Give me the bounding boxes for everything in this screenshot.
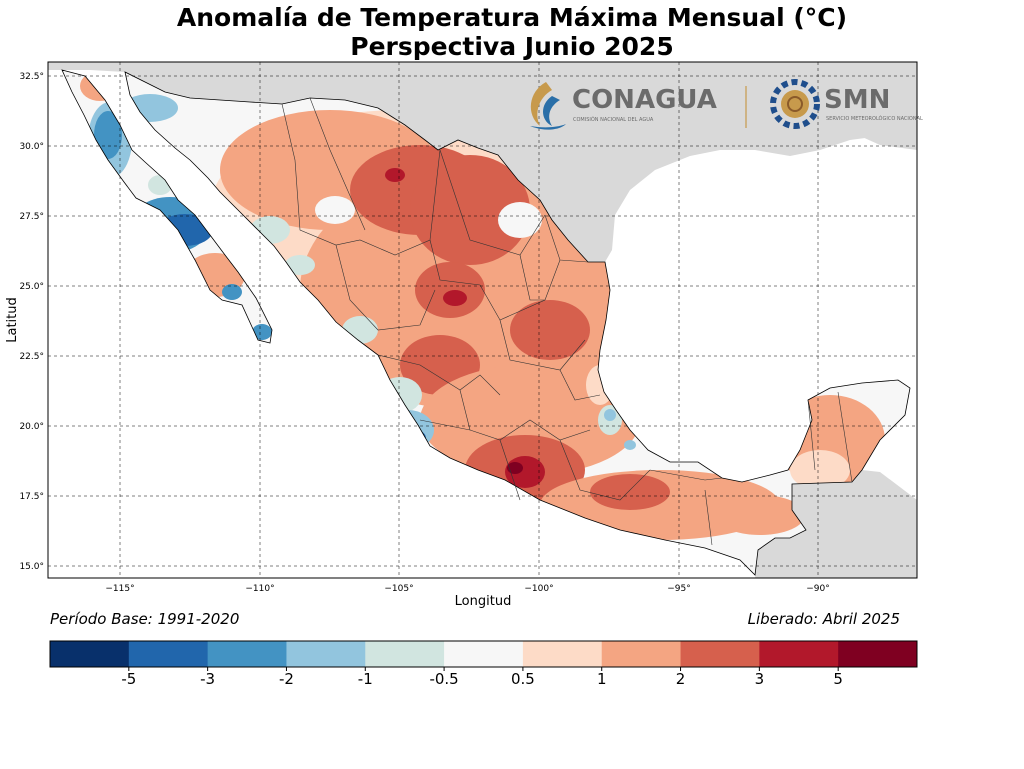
y-tick-label: 17.5°	[19, 492, 44, 502]
smn-logo-subtext: SERVICIO METEOROLÓGICO NACIONAL	[826, 115, 923, 122]
colorbar-swatch	[207, 641, 287, 667]
colorbar-swatch	[444, 641, 524, 667]
colorbar-swatch	[759, 641, 839, 667]
y-tick-label: 27.5°	[19, 212, 44, 222]
x-tick-labels: −115° −110° −105° −100° −95° −90°	[105, 584, 829, 594]
colorbar	[49, 640, 918, 668]
colorbar-frame	[49, 640, 918, 668]
x-axis-label: Longitud	[455, 594, 512, 609]
x-tick-label: −115°	[105, 584, 134, 594]
colorbar-tick-label: 0.5	[511, 670, 535, 688]
y-tick-label: 25.0°	[19, 282, 44, 292]
conagua-logo: CONAGUA COMISIÓN NACIONAL DEL AGUA	[530, 82, 717, 130]
y-tick-labels: 32.5° 30.0° 27.5° 25.0° 22.5° 20.0° 17.5…	[19, 72, 44, 572]
y-tick-label: 15.0°	[19, 562, 44, 572]
colorbar-swatch	[286, 641, 366, 667]
smn-logo: SMN SERVICIO METEOROLÓGICO NACIONAL	[770, 79, 923, 129]
y-tick-label: 20.0°	[19, 422, 44, 432]
colorbar-tick-label: -3	[200, 670, 215, 688]
y-tick-label: 32.5°	[19, 72, 44, 82]
colorbar-tick-label: -1	[358, 670, 373, 688]
colorbar-swatch	[522, 641, 603, 667]
colorbar-tick-label: -2	[279, 670, 294, 688]
release-date-note: Liberado: Abril 2025	[747, 610, 900, 628]
x-tick-label: −105°	[384, 584, 413, 594]
colorbar-swatch	[601, 641, 682, 667]
y-axis-label: Latitud	[5, 297, 20, 343]
colorbar-swatch	[838, 641, 918, 667]
conagua-logo-subtext: COMISIÓN NACIONAL DEL AGUA	[573, 116, 654, 123]
colorbar-tick-label: 1	[597, 670, 607, 688]
x-tick-label: −100°	[524, 584, 553, 594]
map-title: Anomalía de Temperatura Máxima Mensual (…	[176, 3, 848, 32]
x-tick-label: −90°	[806, 584, 830, 594]
colorbar-tick-label: -0.5	[429, 670, 458, 688]
state-boundaries	[281, 97, 853, 546]
base-period-note: Período Base: 1991-2020	[50, 610, 240, 628]
colorbar-swatch	[50, 641, 130, 667]
colorbar-tick-label: -5	[121, 670, 136, 688]
x-tick-label: −95°	[667, 584, 691, 594]
smn-logo-text: SMN	[824, 85, 890, 115]
y-tick-label: 30.0°	[19, 142, 44, 152]
gridlines	[48, 62, 917, 578]
map-frame	[47, 61, 918, 579]
map-subtitle: Perspectiva Junio 2025	[350, 32, 674, 61]
colorbar-swatch	[128, 641, 209, 667]
colorbar-labels: -5 -3 -2 -1 -0.5 0.5 1 2 3 5	[121, 667, 843, 688]
colorbar-tick-label: 5	[833, 670, 843, 688]
colorbar-swatch	[680, 641, 760, 667]
colorbar-tick-label: 2	[676, 670, 686, 688]
conagua-logo-text: CONAGUA	[572, 85, 717, 115]
colorbar-swatch	[365, 641, 445, 667]
y-tick-label: 22.5°	[19, 352, 44, 362]
colorbar-tick-label: 3	[755, 670, 765, 688]
x-tick-label: −110°	[245, 584, 274, 594]
